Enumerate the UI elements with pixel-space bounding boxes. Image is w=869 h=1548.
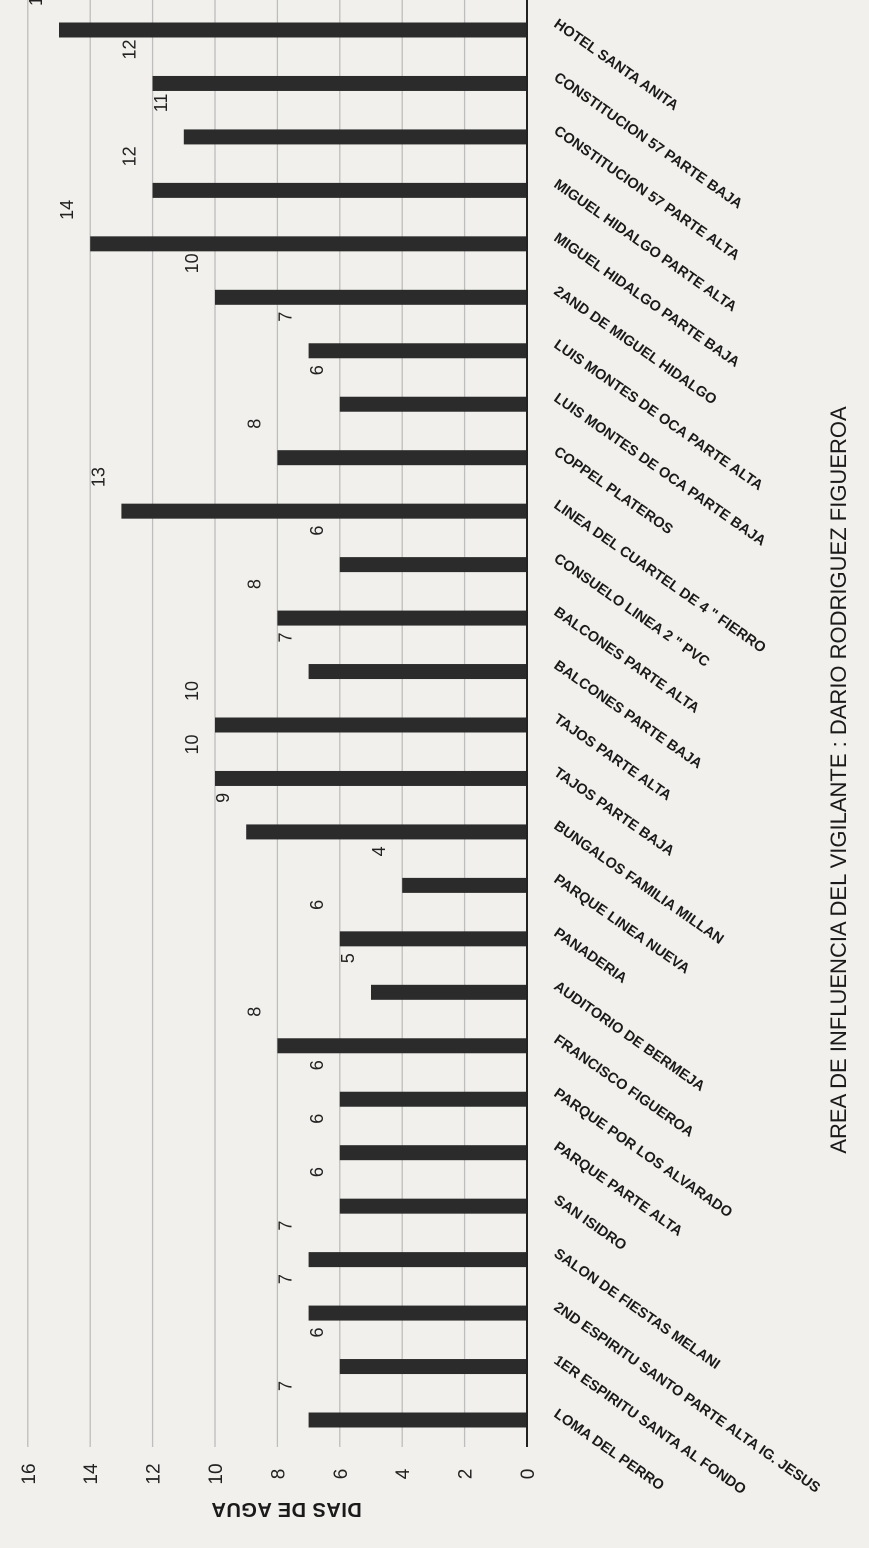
category-label: PANADERIA: [551, 925, 630, 987]
data-label: 7: [276, 1221, 296, 1231]
data-label: 6: [307, 1060, 327, 1070]
category-label: PARQUE LINEA NUEVA: [551, 872, 693, 978]
data-label: 12: [120, 39, 140, 59]
category-label: AUDITORIO DE BERMEJA: [551, 978, 708, 1095]
bar: [339, 1198, 527, 1214]
bar: [371, 984, 527, 1000]
category-label: SAN ISIDRO: [551, 1192, 629, 1254]
data-label: 6: [307, 1167, 327, 1177]
category-label: HOTEL SANTA ANITA: [551, 16, 682, 114]
data-label: 10: [182, 253, 202, 273]
bar: [308, 1305, 527, 1321]
bars: [59, 22, 528, 1428]
data-label: 9: [213, 793, 233, 803]
bar: [277, 610, 527, 626]
data-label: 15: [26, 0, 46, 6]
bar: [90, 236, 527, 252]
data-label: 5: [338, 953, 358, 963]
bar: [308, 343, 527, 359]
value-tick-label: 4: [393, 1468, 414, 1479]
data-label: 7: [276, 312, 296, 322]
bar: [339, 1091, 527, 1107]
bar: [308, 1412, 527, 1428]
bar: [215, 289, 527, 305]
bar: [339, 557, 527, 573]
value-axis-title: DIAS DE AGUA: [211, 1498, 362, 1520]
data-label: 14: [57, 200, 77, 220]
data-label: 4: [369, 846, 389, 856]
value-tick-label: 10: [206, 1463, 227, 1484]
bar: [339, 1359, 527, 1375]
data-label: 7: [276, 633, 296, 643]
value-tick-label: 0: [518, 1469, 539, 1480]
data-label: 13: [88, 467, 108, 487]
bar: [339, 931, 527, 947]
bar: [215, 717, 527, 733]
category-label: FRANCISCO FIGUEROA: [551, 1032, 697, 1141]
value-tick-label: 2: [456, 1469, 477, 1480]
data-label: 8: [244, 579, 264, 589]
data-label: 8: [244, 419, 264, 429]
bar: [277, 450, 527, 466]
bar: [59, 22, 527, 38]
category-label: PARQUE PARTE ALTA: [551, 1139, 686, 1240]
data-label: 6: [307, 1328, 327, 1338]
bar: [277, 1038, 527, 1054]
value-tick-label: 16: [19, 1463, 40, 1484]
category-label: BALCONES PARTE BAJA: [551, 658, 706, 773]
bar: [308, 664, 527, 680]
data-label: 6: [307, 526, 327, 536]
value-tick-label: 14: [81, 1463, 102, 1485]
value-tick-label: 12: [144, 1463, 165, 1484]
value-tick-labels: 0 2 4 6 8 10 12 14 16: [19, 1463, 539, 1485]
data-label: 10: [182, 681, 202, 701]
bar: [246, 824, 527, 840]
bar: [402, 877, 527, 893]
bar: [339, 396, 527, 412]
bar: [308, 1252, 527, 1268]
chart-title: AREA DE INFLUENCIA DEL VIGILANTE : DARIO…: [826, 406, 851, 1154]
bar: [152, 182, 527, 198]
bar: [183, 129, 528, 145]
data-label: 7: [276, 1274, 296, 1284]
category-label: CONSUELO LINEA 2 " PVC: [551, 551, 713, 671]
data-label: 11: [151, 94, 171, 113]
category-label: BALCONES PARTE ALTA: [551, 604, 703, 717]
bar: [121, 503, 528, 519]
category-label: 2ND ESPIRITU SANTO PARTE ALTA IG. JESUS: [551, 1299, 823, 1496]
value-tick-label: 8: [268, 1469, 289, 1480]
bar: [215, 770, 527, 786]
data-labels: 7 6 7 7 6 6 6 8 5 6 4 9 10 10 7 8 6 13 8 6 7 10 14 12 11 12 15: [26, 0, 389, 1391]
data-label: 7: [276, 1381, 296, 1391]
data-label: 6: [307, 1114, 327, 1124]
data-label: 8: [244, 1007, 264, 1017]
data-label: 10: [182, 734, 202, 754]
value-tick-label: 6: [331, 1469, 352, 1480]
bar: [152, 75, 527, 91]
bar: [339, 1145, 527, 1161]
data-label: 6: [307, 900, 327, 910]
data-label: 6: [307, 365, 327, 375]
data-label: 12: [120, 146, 140, 166]
